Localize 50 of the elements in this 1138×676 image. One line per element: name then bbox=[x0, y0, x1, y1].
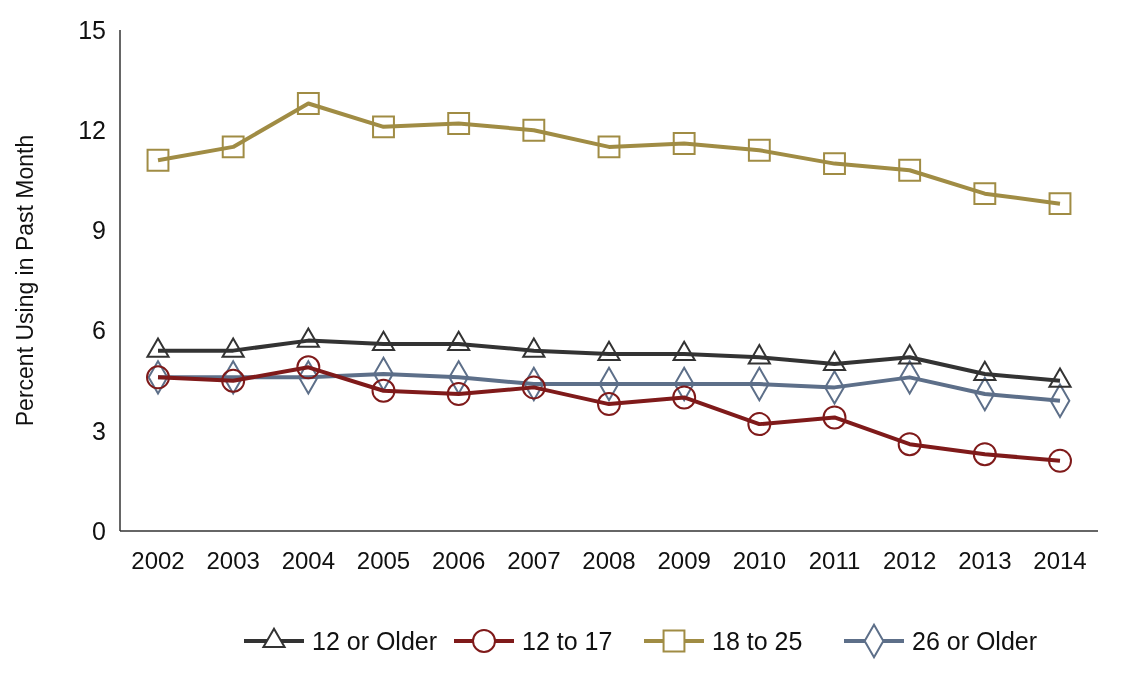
point bbox=[672, 385, 697, 410]
point bbox=[522, 118, 546, 142]
point bbox=[296, 355, 321, 380]
y-tick-label: 12 bbox=[78, 115, 106, 144]
y-tick-label: 15 bbox=[78, 15, 106, 44]
y-tick-label: 6 bbox=[92, 316, 106, 345]
x-tick-label: 2011 bbox=[808, 547, 861, 574]
y-axis-title: Percent Using in Past Month bbox=[12, 134, 38, 427]
x-tick-label: 2007 bbox=[507, 547, 561, 574]
point bbox=[371, 378, 396, 403]
x-tick-label: 2009 bbox=[657, 547, 711, 574]
point bbox=[296, 92, 320, 115]
legend-label: 18 to 25 bbox=[712, 626, 803, 655]
x-tick-label: 2003 bbox=[206, 547, 260, 574]
y-tick-label: 3 bbox=[92, 416, 106, 445]
point bbox=[1048, 448, 1072, 473]
x-tick-label: 2012 bbox=[882, 547, 937, 574]
x-tick-label: 2014 bbox=[1033, 547, 1087, 574]
point bbox=[146, 365, 170, 390]
point bbox=[1048, 192, 1072, 216]
x-tick-label: 2004 bbox=[281, 547, 336, 574]
point bbox=[221, 368, 246, 393]
x-tick-label: 2013 bbox=[958, 547, 1012, 574]
x-tick-label: 2002 bbox=[131, 547, 185, 574]
legend-label: 12 or Older bbox=[312, 626, 438, 655]
legend-label: 12 to 17 bbox=[522, 626, 613, 655]
point bbox=[898, 158, 922, 182]
point bbox=[973, 182, 997, 206]
point bbox=[597, 135, 621, 159]
point bbox=[972, 442, 997, 467]
point bbox=[447, 112, 471, 135]
point bbox=[747, 412, 772, 437]
point bbox=[672, 132, 696, 155]
legend-label: 26 or Older bbox=[912, 626, 1038, 655]
x-tick-label: 2010 bbox=[732, 547, 787, 574]
point bbox=[446, 382, 471, 407]
y-tick-label: 0 bbox=[92, 516, 106, 545]
point bbox=[747, 138, 771, 162]
point bbox=[597, 392, 621, 417]
point bbox=[521, 375, 546, 400]
point bbox=[372, 115, 395, 139]
point bbox=[897, 432, 922, 457]
point bbox=[822, 405, 847, 430]
x-tick-label: 2006 bbox=[431, 547, 486, 574]
x-tick-label: 2005 bbox=[356, 547, 411, 574]
point bbox=[146, 148, 170, 172]
point bbox=[823, 152, 846, 176]
x-tick-label: 2008 bbox=[582, 547, 636, 574]
point bbox=[221, 135, 245, 159]
y-tick-label: 9 bbox=[92, 216, 106, 245]
